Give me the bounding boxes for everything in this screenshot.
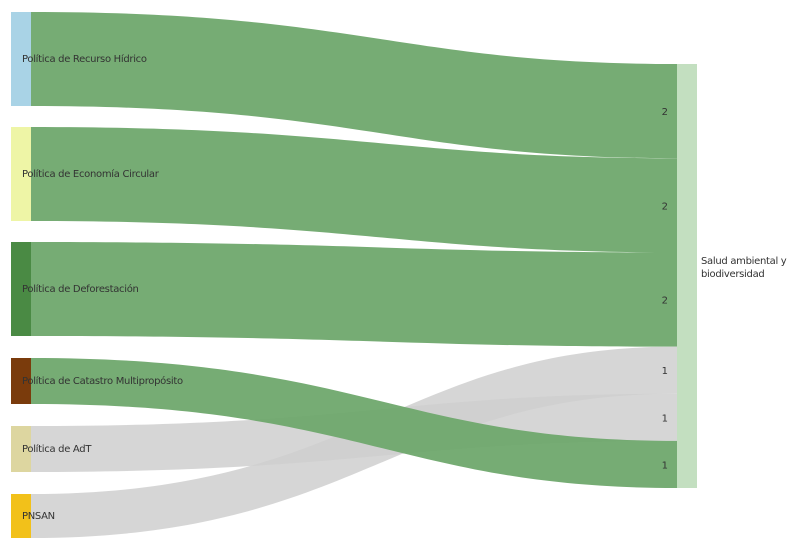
target-node-t1[interactable] xyxy=(677,64,697,488)
source-node-label: Política de Economía Circular xyxy=(22,168,160,180)
target-node-label-line: Salud ambiental y xyxy=(701,256,787,267)
source-node-label: Política de Recurso Hídrico xyxy=(22,53,147,65)
source-node-label: Política de AdT xyxy=(22,443,92,455)
target-node-label: Salud ambiental y biodiversidad xyxy=(701,256,787,280)
sankey-links xyxy=(31,12,677,538)
link-value-label: 2 xyxy=(662,296,668,307)
link-value-label: 1 xyxy=(662,460,668,471)
target-node-label-line: biodiversidad xyxy=(701,269,764,280)
link-value-label: 1 xyxy=(662,366,668,377)
link-value-label: 2 xyxy=(662,107,668,118)
link-value-label: 1 xyxy=(662,413,668,424)
source-node-label: Política de Deforestación xyxy=(22,283,139,295)
source-node-label: Política de Catastro Multipropósito xyxy=(22,375,183,387)
source-node-label: PNSAN xyxy=(22,511,55,522)
link-value-label: 2 xyxy=(662,201,668,212)
